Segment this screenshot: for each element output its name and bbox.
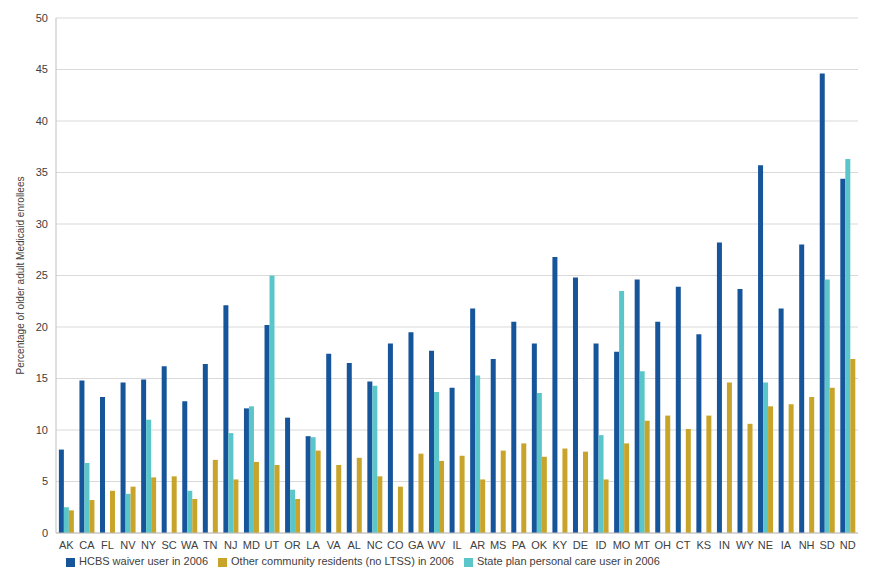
svg-text:ND: ND: [840, 539, 856, 551]
svg-text:AR: AR: [470, 539, 485, 551]
svg-text:NE: NE: [758, 539, 773, 551]
svg-text:WV: WV: [428, 539, 446, 551]
svg-text:PA: PA: [512, 539, 527, 551]
svg-text:SD: SD: [820, 539, 835, 551]
svg-text:0: 0: [42, 527, 48, 539]
svg-text:35: 35: [36, 166, 48, 178]
svg-text:TN: TN: [203, 539, 218, 551]
svg-text:25: 25: [36, 269, 48, 281]
svg-text:IN: IN: [719, 539, 730, 551]
svg-text:MT: MT: [634, 539, 650, 551]
svg-text:KS: KS: [696, 539, 711, 551]
svg-text:5: 5: [42, 475, 48, 487]
svg-text:AK: AK: [59, 539, 74, 551]
svg-text:OK: OK: [531, 539, 548, 551]
svg-text:50: 50: [36, 12, 48, 24]
svg-text:40: 40: [36, 115, 48, 127]
svg-text:15: 15: [36, 372, 48, 384]
svg-text:SC: SC: [161, 539, 176, 551]
svg-text:WA: WA: [181, 539, 199, 551]
svg-text:45: 45: [36, 63, 48, 75]
svg-text:AL: AL: [347, 539, 360, 551]
svg-text:DE: DE: [573, 539, 588, 551]
html-text:HCBS waiver user in 2006: HCBS waiver user in 2006: [79, 555, 208, 567]
svg-text:MO: MO: [613, 539, 631, 551]
svg-text:FL: FL: [101, 539, 114, 551]
svg-text:WY: WY: [736, 539, 754, 551]
svg-text:VA: VA: [327, 539, 342, 551]
svg-text:LA: LA: [306, 539, 320, 551]
svg-text:NV: NV: [120, 539, 136, 551]
svg-text:CT: CT: [676, 539, 691, 551]
svg-text:NJ: NJ: [224, 539, 237, 551]
svg-text:IA: IA: [781, 539, 792, 551]
svg-text:NY: NY: [141, 539, 157, 551]
svg-text:ID: ID: [595, 539, 606, 551]
svg-text:Percentage of older adult Medi: Percentage of older adult Medicaid enrol…: [15, 177, 26, 375]
svg-text:CA: CA: [79, 539, 95, 551]
svg-text:MS: MS: [490, 539, 507, 551]
svg-text:UT: UT: [265, 539, 280, 551]
svg-text:20: 20: [36, 321, 48, 333]
svg-text:NH: NH: [799, 539, 815, 551]
svg-text:OR: OR: [284, 539, 301, 551]
svg-text:NC: NC: [367, 539, 383, 551]
svg-text:GA: GA: [408, 539, 425, 551]
svg-text:IL: IL: [452, 539, 461, 551]
html-text:State plan personal care user: State plan personal care user in 2006: [477, 555, 660, 567]
svg-text:OH: OH: [654, 539, 671, 551]
svg-text:KY: KY: [552, 539, 567, 551]
svg-text:CO: CO: [387, 539, 404, 551]
html-text:Other community residents (no: Other community residents (no LTSS) in 2…: [231, 555, 454, 567]
svg-text:30: 30: [36, 218, 48, 230]
svg-text:MD: MD: [243, 539, 260, 551]
svg-text:10: 10: [36, 424, 48, 436]
